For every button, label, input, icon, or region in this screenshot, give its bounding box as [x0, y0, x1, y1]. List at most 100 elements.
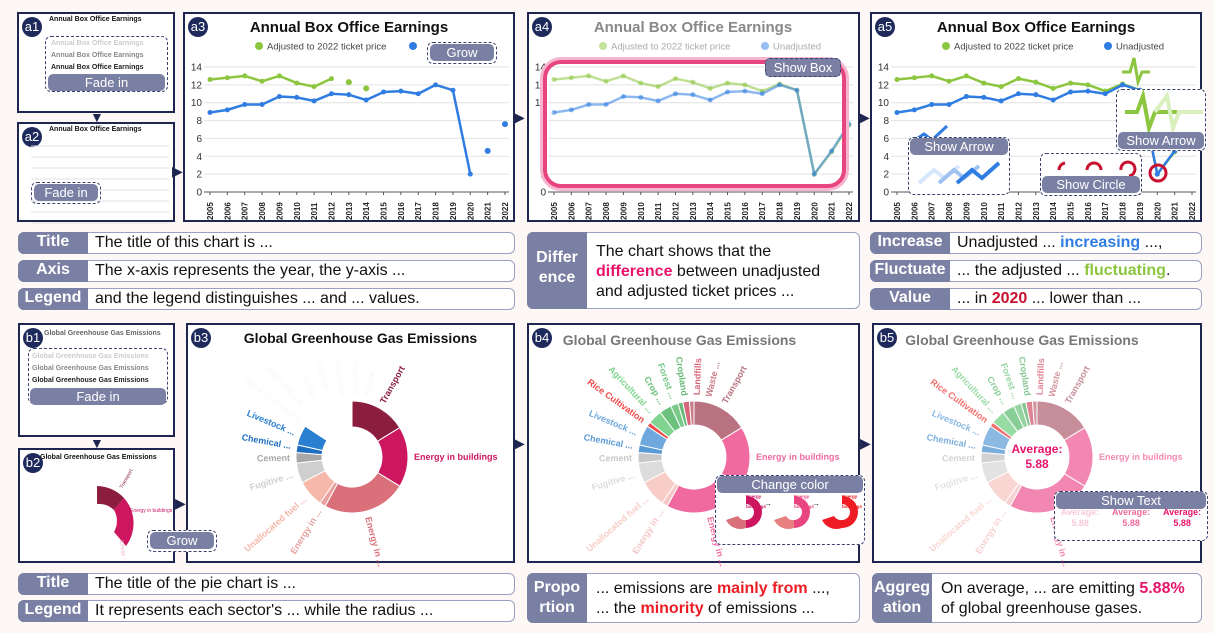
data-point: [259, 78, 265, 84]
show-box-button[interactable]: Show Box: [765, 58, 841, 77]
slice-label: Waste ...: [362, 360, 380, 398]
step-badge: a2: [22, 127, 42, 147]
data-point: [502, 121, 508, 128]
data-point: [1015, 91, 1021, 97]
fade-in-button[interactable]: Fade in: [34, 184, 98, 201]
data-point: [381, 89, 387, 95]
chart-title: Annual Box Office Earnings: [594, 19, 792, 36]
y-tick-label: 14: [191, 63, 203, 74]
x-tick-label: 2007: [585, 202, 594, 220]
narration-row-value: Value ... in 2020 ... lower than ...: [870, 288, 1202, 310]
row-text: Unadjusted ... increasing ...,: [957, 233, 1162, 253]
panel-a2: a2 Annual Box Office Earnings Fade in: [17, 122, 175, 224]
slice-label: Energy in buildings: [414, 452, 498, 462]
show-arrow-button[interactable]: Show Arrow: [1118, 132, 1204, 149]
text-line: of global greenhouse gases.: [941, 600, 1143, 617]
fluctuate-icon: [1122, 57, 1150, 88]
narration-row-axis: Axis The x-axis represents the year, the …: [18, 260, 515, 282]
slice-label: Energy in buildings: [1099, 452, 1183, 462]
text: ... in: [957, 290, 992, 307]
panel-a4: a4 Annual Box Office Earnings Adjusted to…: [527, 12, 860, 222]
emphasis: minority: [640, 600, 704, 617]
y-tick-label: 8: [196, 116, 202, 127]
narration-row-fluctuate: Fluctuate ... the adjusted ... fluctuatin…: [870, 260, 1202, 282]
data-point: [998, 84, 1004, 90]
x-tick-label: 2014: [1049, 202, 1058, 220]
data-point: [946, 78, 952, 84]
legend-label: Adjusted to 2022 ticket price: [954, 42, 1073, 53]
fade-in-button[interactable]: Fade in: [30, 388, 166, 405]
narration-row-increase: Increase Unadjusted ... increasing ...,: [870, 232, 1202, 254]
x-tick-label: 2013: [689, 202, 698, 220]
chart-title: Global Greenhouse Gas Emissions: [905, 332, 1139, 348]
slice-label: Waste ...: [704, 360, 722, 398]
demo-text-1: Average: 5.88: [1061, 507, 1099, 529]
y-tick-label: 10: [535, 98, 547, 109]
text-line: ... emissions are mainly from ...,: [596, 579, 830, 599]
x-tick-label: 2021: [484, 202, 493, 220]
narration-row-legend: Legend It represents each sector's ... wh…: [18, 600, 515, 622]
data-point: [586, 73, 592, 79]
emphasis: mainly from: [716, 580, 808, 597]
data-point: [363, 97, 369, 103]
text-line: difference between unadjusted: [596, 262, 820, 282]
grow-button[interactable]: Grow: [430, 44, 494, 61]
label-line: ation: [882, 599, 922, 616]
show-text-button[interactable]: Show Text: [1056, 492, 1206, 509]
narration-aggregation: Aggreg ation On average, ... are emitting…: [872, 573, 1202, 623]
x-tick-label: 2005: [206, 202, 215, 220]
y-tick-label: 10: [191, 98, 203, 109]
line-chart-a3: Annual Box Office Earnings Adjusted to 20…: [191, 19, 510, 220]
y-tick-label: 8: [883, 116, 889, 127]
y-tick-label: 0: [883, 188, 889, 199]
data-point: [1068, 80, 1074, 86]
pie-slice: [1031, 400, 1038, 426]
partial-donut: [97, 486, 134, 546]
row-text: and the legend distinguishes ... and ...…: [95, 290, 420, 307]
circle-demo-icon: [1057, 160, 1137, 178]
y-tick-label: 14: [878, 63, 890, 74]
show-circle-button[interactable]: Show Circle: [1042, 176, 1140, 193]
fade-title-1: Annual Box Office Earnings: [51, 40, 144, 47]
data-point: [690, 79, 696, 85]
legend-marker: [1104, 42, 1112, 50]
data-point: [655, 98, 661, 104]
data-point: [398, 88, 404, 94]
row-label: Legend: [18, 600, 88, 622]
x-tick-label: 2012: [1014, 202, 1023, 220]
data-point: [603, 78, 609, 84]
donut-chart-b3: Transport Energy in buildings Energy in ..…: [241, 356, 498, 568]
change-color-button[interactable]: Change color: [717, 476, 863, 493]
x-tick-label: 2011: [997, 202, 1006, 220]
show-arrow-button[interactable]: Show Arrow: [910, 138, 1008, 155]
x-tick-label: 2014: [706, 202, 715, 220]
x-tick-label: 2017: [758, 202, 767, 220]
pie-slice: [340, 400, 351, 429]
grow-button[interactable]: Grow: [150, 532, 214, 549]
value-circle-icon: [1148, 163, 1168, 183]
legend-label: Unadjusted: [773, 42, 821, 53]
t: Average:: [1163, 507, 1202, 517]
fade-in-button[interactable]: Fade in: [48, 74, 165, 91]
text: of emissions ...: [703, 600, 815, 617]
x-tick-label: 2016: [741, 202, 750, 220]
x-tick-label: 2007: [241, 202, 250, 220]
row-text: It represents each sector's ... while th…: [95, 602, 434, 619]
data-point: [363, 85, 370, 92]
data-point: [1085, 82, 1091, 88]
text-line: and adjusted ticket prices ...: [596, 283, 795, 300]
data-point: [1154, 171, 1160, 177]
data-point: [568, 107, 574, 113]
data-point: [1068, 89, 1074, 95]
y-tick-label: 6: [196, 134, 202, 145]
flow-arrow-right: ▶: [172, 163, 183, 179]
data-point: [1015, 76, 1021, 82]
step-badge: a4: [532, 17, 552, 37]
data-point: [894, 110, 900, 116]
x-tick-label: 2019: [793, 202, 802, 220]
data-point: [242, 73, 248, 79]
label-line: rtion: [539, 599, 575, 616]
average-title: Average:: [1011, 442, 1063, 456]
slice-label: Transport: [1063, 364, 1092, 405]
t: 5.88: [1173, 518, 1191, 528]
